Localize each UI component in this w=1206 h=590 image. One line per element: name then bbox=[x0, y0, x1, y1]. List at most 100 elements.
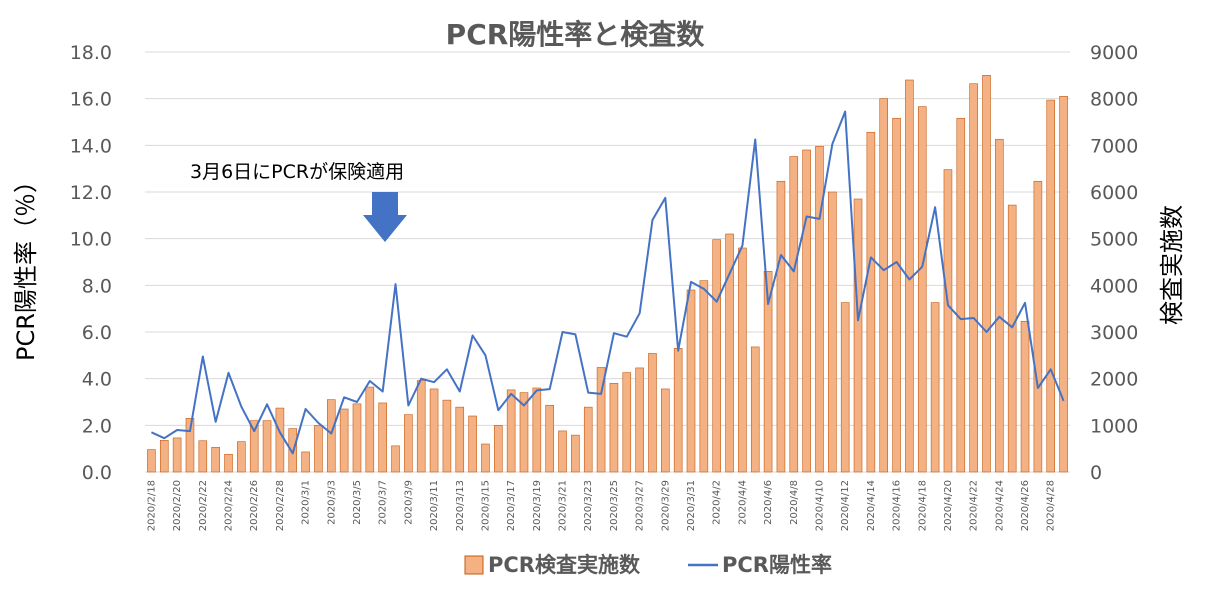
bar bbox=[828, 191, 837, 473]
y-right-tick-label: 8000 bbox=[1090, 89, 1138, 111]
x-axis-ticks: 2020/2/18 2020/2/20 2020/2/22 2020/2/24 2020… bbox=[146, 480, 1056, 531]
bar bbox=[301, 451, 310, 473]
bar bbox=[416, 380, 426, 473]
bar bbox=[532, 387, 542, 473]
x-tick-label: 2020/3/3 bbox=[326, 480, 337, 525]
x-tick-label: 2020/4/28 bbox=[1046, 480, 1057, 531]
y-left-tick-label: 14.0 bbox=[70, 135, 112, 157]
x-tick-label: 2020/3/27 bbox=[635, 480, 646, 531]
annotation-text: 3月6日にPCRが保険適用 bbox=[190, 161, 404, 183]
bar bbox=[622, 372, 632, 473]
x-tick-label: 2020/2/24 bbox=[224, 480, 235, 531]
x-tick-label: 2020/4/10 bbox=[814, 480, 825, 531]
bar bbox=[879, 98, 888, 473]
bar bbox=[802, 149, 811, 473]
bar bbox=[712, 239, 721, 473]
legend-line-label: PCR陽性率 bbox=[722, 553, 832, 577]
bar bbox=[558, 430, 567, 473]
x-tick-label: 2020/3/23 bbox=[583, 480, 594, 531]
x-tick-label: 2020/3/9 bbox=[403, 480, 414, 525]
bar bbox=[699, 280, 709, 473]
bar bbox=[1020, 320, 1030, 473]
bar bbox=[892, 117, 901, 473]
bar bbox=[339, 408, 349, 473]
line-path bbox=[151, 110, 1065, 455]
y-axis-right-label: 検査実施数 bbox=[1158, 205, 1186, 325]
x-tick-label: 2020/2/28 bbox=[275, 480, 286, 531]
x-tick-label: 2020/2/22 bbox=[198, 480, 209, 531]
bar bbox=[365, 386, 375, 473]
x-tick-label: 2020/4/12 bbox=[840, 480, 851, 531]
bar bbox=[327, 399, 336, 473]
bar bbox=[750, 346, 760, 473]
y-right-tick-label: 0 bbox=[1090, 462, 1102, 484]
y-left-tick-label: 10.0 bbox=[70, 229, 112, 251]
y-left-tick-label: 0.0 bbox=[82, 462, 112, 484]
bar bbox=[519, 392, 529, 473]
y-right-tick-label: 2000 bbox=[1090, 369, 1138, 391]
x-tick-label: 2020/4/26 bbox=[1020, 480, 1031, 531]
y-right-tick-label: 9000 bbox=[1090, 42, 1138, 64]
bar bbox=[661, 388, 670, 473]
arrow-shape bbox=[363, 192, 407, 242]
y-axis-left-ticks: 0.0 2.0 4.0 6.0 8.0 10.0 12.0 14.0 16.0 18.0 bbox=[70, 42, 112, 484]
bar bbox=[1033, 180, 1043, 473]
bar bbox=[840, 302, 850, 473]
y-left-tick-label: 6.0 bbox=[82, 322, 112, 344]
legend-bar-swatch bbox=[464, 555, 484, 575]
bar bbox=[404, 414, 413, 473]
x-tick-label: 2020/3/15 bbox=[480, 480, 491, 531]
bar bbox=[1046, 99, 1056, 473]
bar bbox=[969, 83, 978, 473]
bar bbox=[956, 117, 966, 473]
y-axis-right-ticks: 0 1000 2000 3000 4000 5000 6000 7000 8000 9000 bbox=[1090, 42, 1138, 484]
bar bbox=[673, 348, 683, 473]
bar bbox=[917, 106, 927, 473]
chart-title: PCR陽性率と検査数 bbox=[446, 18, 706, 51]
bar bbox=[352, 403, 362, 473]
bar bbox=[262, 420, 272, 473]
bar bbox=[943, 169, 953, 473]
bar bbox=[198, 440, 208, 473]
y-right-tick-label: 6000 bbox=[1090, 182, 1138, 204]
bar bbox=[172, 437, 182, 473]
bar bbox=[866, 131, 876, 473]
bar bbox=[147, 449, 156, 473]
legend-bar-label: PCR検査実施数 bbox=[488, 553, 641, 577]
bar bbox=[596, 367, 606, 473]
x-tick-label: 2020/3/13 bbox=[455, 480, 466, 531]
bar bbox=[506, 389, 516, 473]
x-tick-label: 2020/3/1 bbox=[301, 480, 312, 525]
bar bbox=[648, 353, 657, 473]
x-tick-label: 2020/3/31 bbox=[686, 480, 697, 531]
x-tick-label: 2020/3/7 bbox=[378, 480, 389, 525]
y-left-tick-label: 16.0 bbox=[70, 89, 112, 111]
x-tick-label: 2020/3/25 bbox=[609, 480, 620, 531]
bar bbox=[763, 271, 773, 473]
bar bbox=[224, 453, 233, 473]
bar bbox=[571, 434, 580, 473]
bar bbox=[853, 198, 863, 473]
bar bbox=[468, 415, 477, 473]
x-tick-label: 2020/2/20 bbox=[172, 480, 183, 531]
x-tick-label: 2020/4/18 bbox=[917, 480, 928, 531]
gridlines bbox=[145, 51, 1070, 473]
bar bbox=[995, 138, 1004, 473]
y-left-tick-label: 4.0 bbox=[82, 369, 112, 391]
bar bbox=[429, 388, 439, 473]
bar bbox=[442, 399, 452, 473]
bar bbox=[635, 367, 644, 473]
x-tick-label: 2020/4/8 bbox=[789, 480, 800, 525]
bar bbox=[314, 425, 323, 473]
bar bbox=[545, 404, 554, 473]
y-right-tick-label: 5000 bbox=[1090, 229, 1138, 251]
y-left-tick-label: 8.0 bbox=[82, 275, 112, 297]
bar bbox=[815, 145, 824, 473]
bar bbox=[391, 445, 400, 473]
x-tick-label: 2020/3/5 bbox=[352, 480, 363, 525]
bar bbox=[1059, 96, 1068, 473]
x-tick-label: 2020/4/4 bbox=[737, 480, 748, 525]
legend: PCR検査実施数 PCR陽性率 bbox=[464, 553, 832, 577]
